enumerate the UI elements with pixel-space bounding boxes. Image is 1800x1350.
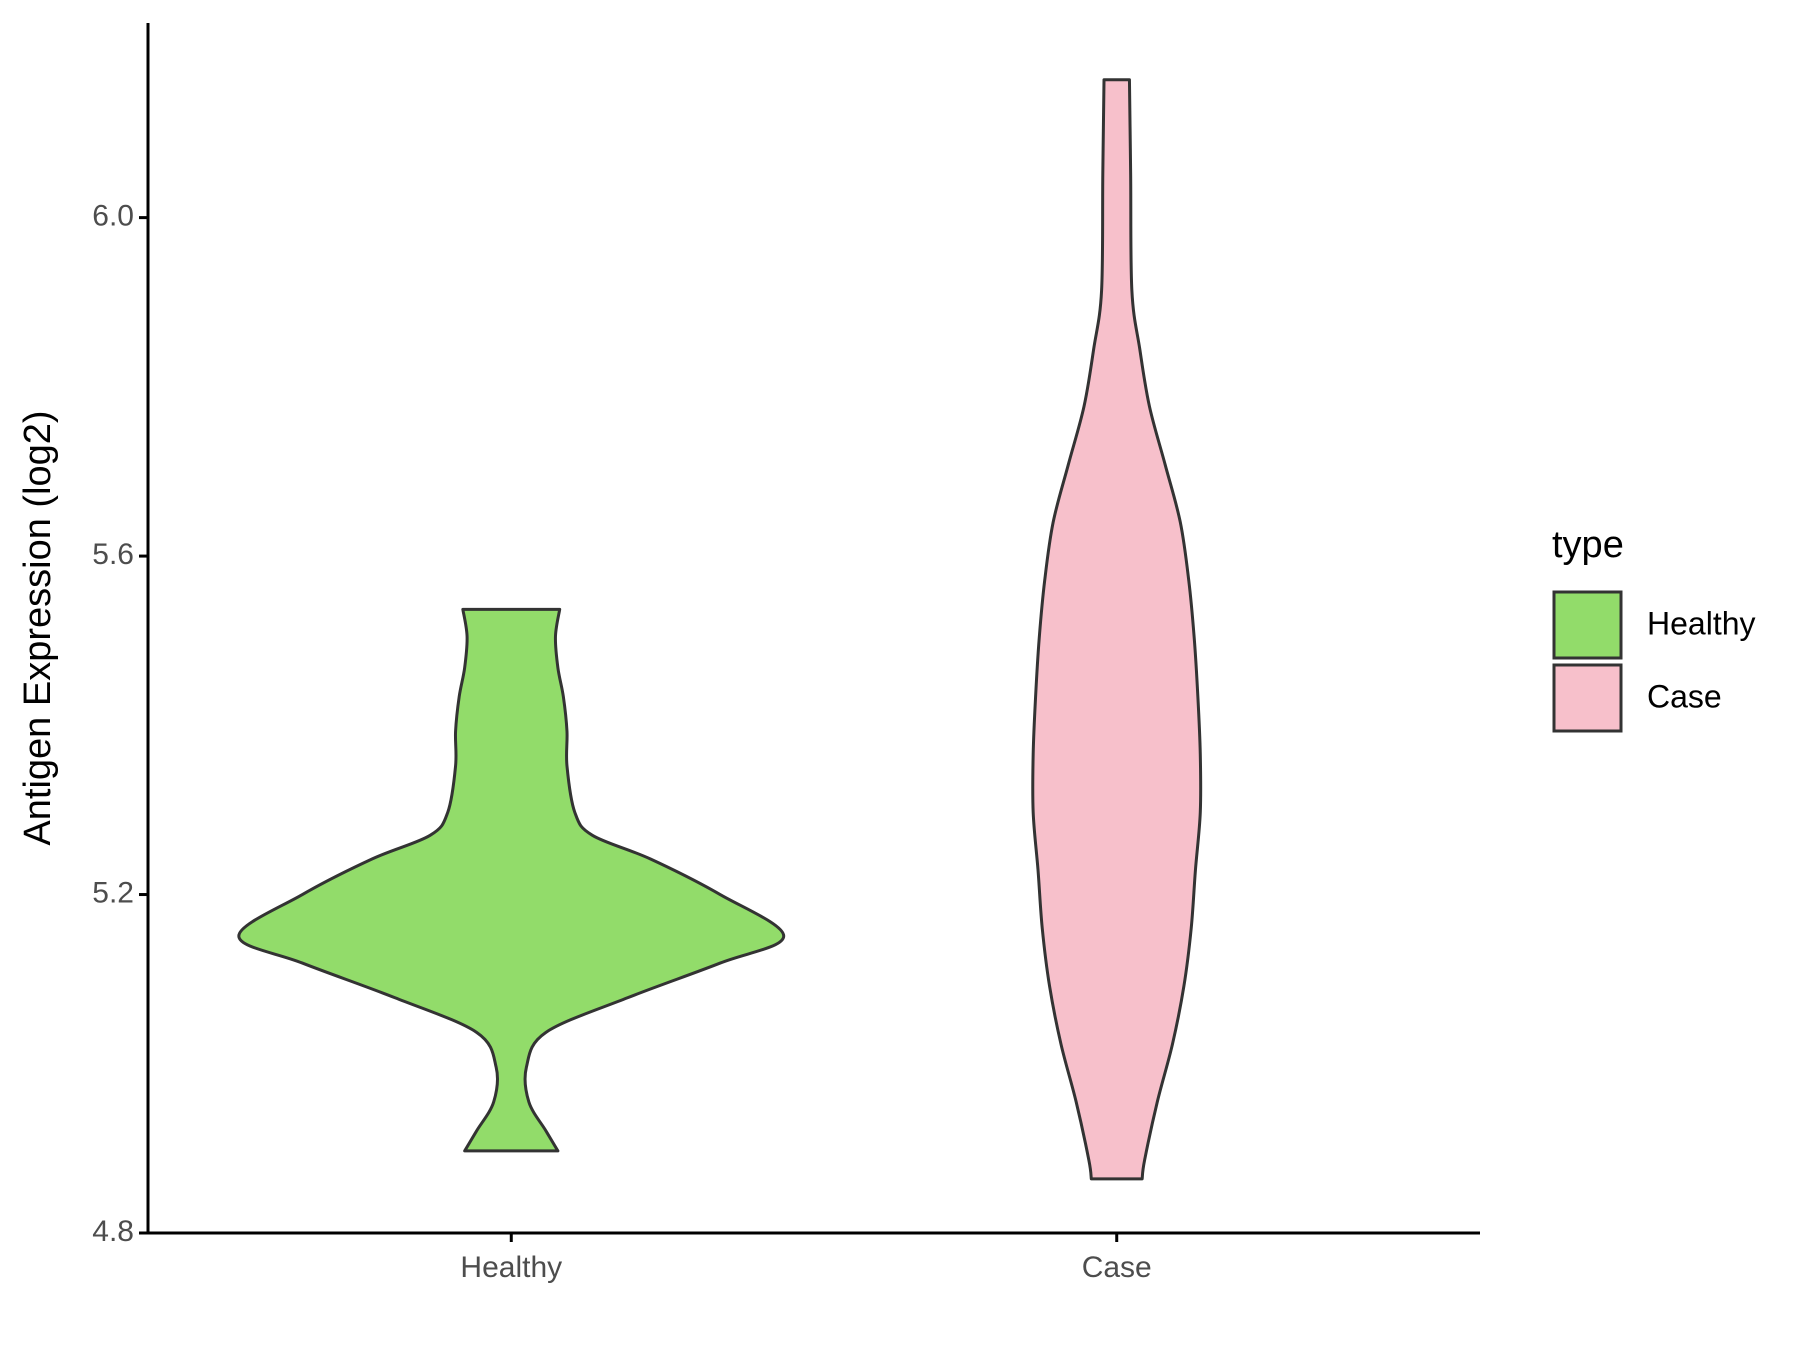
legend-title: type xyxy=(1552,524,1624,566)
y-axis-title: Antigen Expression (log2) xyxy=(17,410,59,845)
x-tick-label: Healthy xyxy=(460,1251,562,1284)
violin xyxy=(237,607,786,1153)
y-tick-label: 5.2 xyxy=(92,876,134,909)
legend-key xyxy=(1552,663,1623,733)
legend-label: Case xyxy=(1647,678,1722,714)
y-tick-label: 5.6 xyxy=(92,538,134,571)
legend-key xyxy=(1552,590,1623,660)
y-tick-label: 6.0 xyxy=(92,200,134,233)
violin xyxy=(1031,78,1203,1181)
x-tick-label: Case xyxy=(1082,1251,1152,1284)
legend-label: Healthy xyxy=(1647,605,1756,641)
y-tick-label: 4.8 xyxy=(92,1215,134,1248)
